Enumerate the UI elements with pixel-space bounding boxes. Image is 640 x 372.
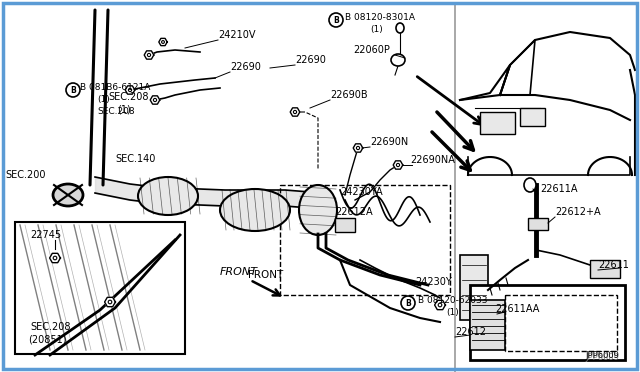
Text: 22690B: 22690B [330, 90, 367, 100]
Text: 22611A: 22611A [540, 184, 577, 194]
Text: 22060P: 22060P [353, 45, 390, 55]
Circle shape [129, 89, 132, 92]
Text: (1): (1) [446, 308, 459, 317]
Polygon shape [353, 144, 363, 152]
Text: 22612A: 22612A [335, 207, 372, 217]
Text: B 08120-8301A: B 08120-8301A [345, 13, 415, 22]
Text: SEC.208: SEC.208 [30, 322, 70, 332]
Text: JPP6009: JPP6009 [585, 353, 619, 362]
Bar [335, 218, 355, 232]
Text: SEC.208: SEC.208 [97, 107, 134, 116]
Bar [460, 255, 488, 320]
Text: B: B [70, 86, 76, 94]
Polygon shape [290, 108, 300, 116]
Text: FRONT: FRONT [220, 267, 258, 277]
Circle shape [66, 83, 80, 97]
Text: 22690: 22690 [230, 62, 261, 72]
Circle shape [401, 296, 415, 310]
Text: 22611AA: 22611AA [495, 304, 540, 314]
Text: 24210V: 24210V [218, 30, 255, 40]
Ellipse shape [53, 184, 83, 206]
Text: SEC.140: SEC.140 [115, 154, 156, 164]
Polygon shape [159, 38, 167, 46]
Polygon shape [144, 51, 154, 59]
Polygon shape [125, 86, 135, 94]
Text: SEC.200: SEC.200 [5, 170, 45, 180]
Text: B: B [405, 298, 411, 308]
Bar [520, 108, 545, 126]
Ellipse shape [524, 178, 536, 192]
Text: B: B [333, 16, 339, 25]
Bar [505, 295, 617, 351]
Text: (1): (1) [370, 25, 383, 34]
Text: 24230YA: 24230YA [340, 187, 383, 197]
Text: 22690NA: 22690NA [410, 155, 455, 165]
Text: 22612+A: 22612+A [555, 207, 600, 217]
Polygon shape [50, 253, 60, 263]
Polygon shape [150, 96, 160, 104]
Text: 22690N: 22690N [370, 137, 408, 147]
Ellipse shape [220, 189, 290, 231]
Text: 24230Y: 24230Y [415, 277, 452, 287]
Polygon shape [435, 300, 445, 310]
Bar [528, 218, 548, 230]
Circle shape [161, 41, 164, 44]
Bar [280, 185, 450, 295]
Circle shape [53, 256, 57, 260]
Ellipse shape [391, 54, 405, 66]
Circle shape [108, 300, 112, 304]
Ellipse shape [299, 185, 337, 235]
Circle shape [438, 303, 442, 307]
Circle shape [154, 99, 157, 102]
Ellipse shape [138, 177, 198, 215]
Bar [470, 285, 625, 360]
Ellipse shape [396, 23, 404, 33]
Text: (1): (1) [117, 104, 131, 114]
Text: B 081B6-6121A: B 081B6-6121A [80, 83, 150, 92]
Text: 22612: 22612 [455, 327, 486, 337]
Text: 22611: 22611 [598, 260, 629, 270]
Circle shape [356, 147, 360, 150]
Bar [590, 260, 620, 278]
Bar [15, 222, 185, 354]
Polygon shape [393, 161, 403, 169]
Text: 22690: 22690 [295, 55, 326, 65]
Text: FRONT: FRONT [248, 270, 284, 280]
Bar [470, 300, 505, 350]
Circle shape [396, 163, 399, 167]
Text: JPP6009: JPP6009 [585, 351, 619, 360]
Text: (1): (1) [97, 95, 109, 104]
Circle shape [147, 54, 150, 57]
Polygon shape [104, 297, 115, 307]
Circle shape [329, 13, 343, 27]
Bar [480, 112, 515, 134]
Text: (20851): (20851) [28, 334, 67, 344]
Text: 22745: 22745 [30, 230, 61, 240]
Circle shape [293, 110, 296, 113]
Text: SEC.208: SEC.208 [108, 92, 148, 102]
Text: B 08120-62033: B 08120-62033 [418, 296, 488, 305]
